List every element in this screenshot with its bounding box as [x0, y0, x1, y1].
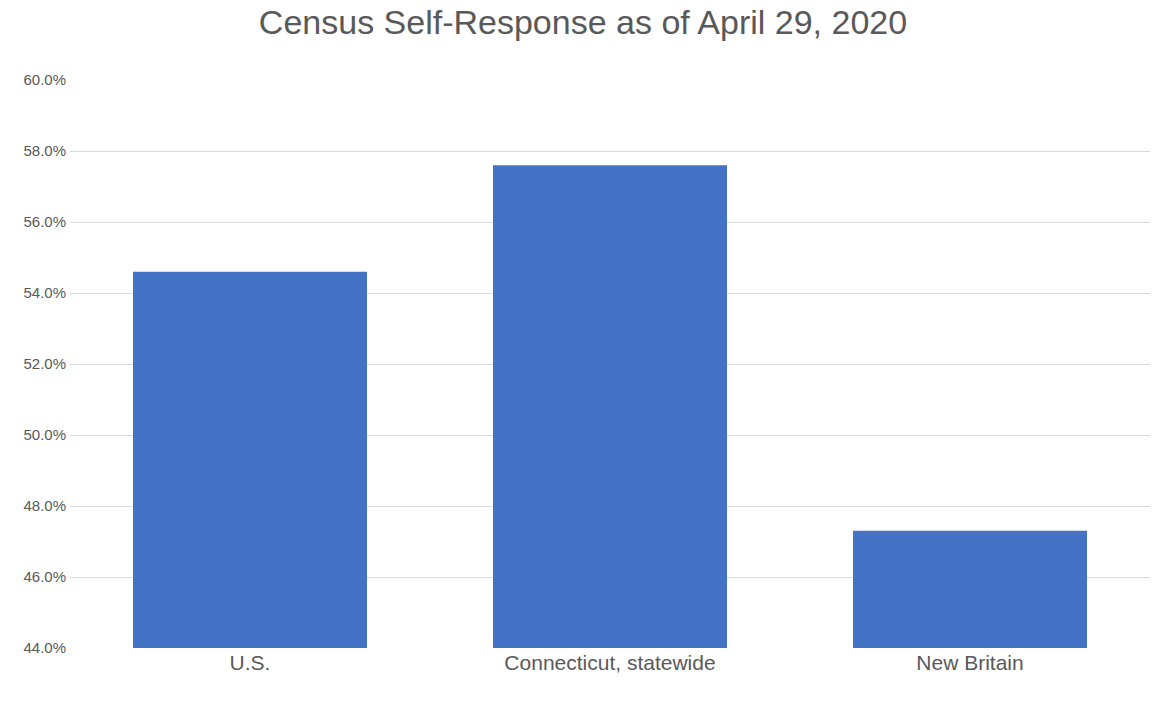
svg-text:58.0%: 58.0% — [23, 142, 66, 159]
svg-text:50.0%: 50.0% — [23, 426, 66, 443]
svg-text:46.0%: 46.0% — [23, 568, 66, 585]
svg-text:56.0%: 56.0% — [23, 213, 66, 230]
svg-text:48.0%: 48.0% — [23, 497, 66, 514]
svg-text:New Britain: New Britain — [916, 651, 1023, 674]
svg-text:U.S.: U.S. — [230, 651, 271, 674]
svg-text:Census Self-Response as of Apr: Census Self-Response as of April 29, 202… — [259, 3, 907, 41]
svg-text:Connecticut, statewide: Connecticut, statewide — [504, 651, 715, 674]
svg-text:60.0%: 60.0% — [23, 71, 66, 88]
svg-text:52.0%: 52.0% — [23, 355, 66, 372]
svg-text:44.0%: 44.0% — [23, 639, 66, 656]
svg-text:54.0%: 54.0% — [23, 284, 66, 301]
